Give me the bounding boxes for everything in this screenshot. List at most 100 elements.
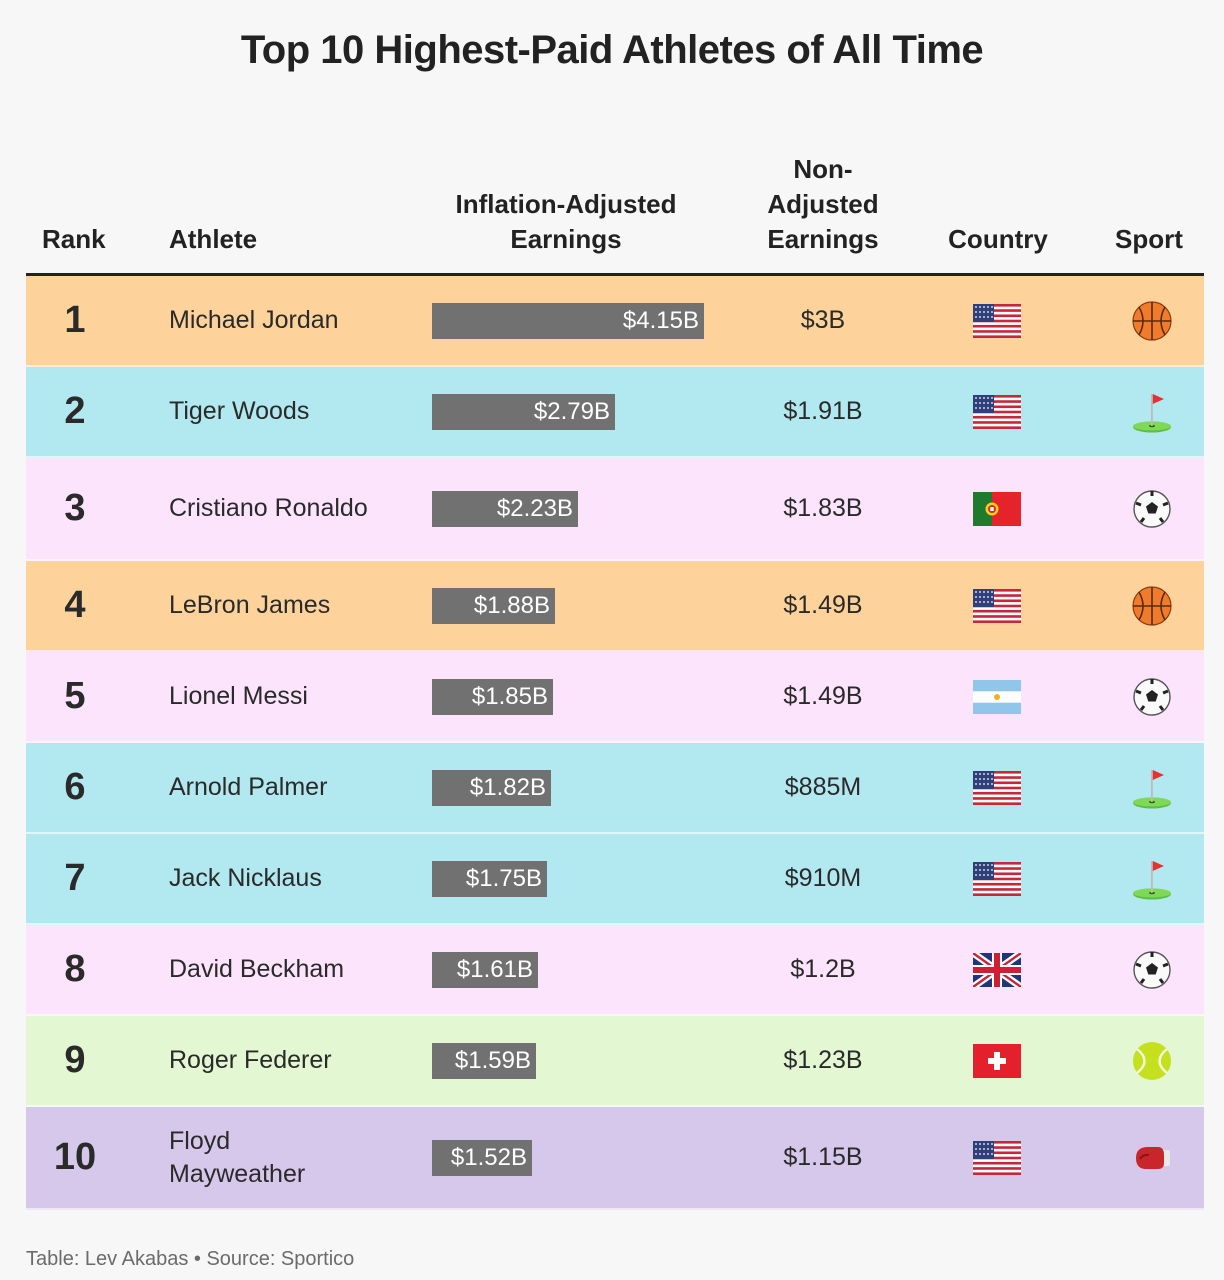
inflation-bar: $1.61B [432,951,538,988]
inflation-bar-cell: $1.52B [432,1107,708,1208]
header-sport: Sport [1115,224,1183,254]
non-adjusted-earnings: $885M [784,773,862,801]
athlete-name: Roger Federer [169,1046,332,1074]
rank-cell: 9 [64,1039,86,1081]
inflation-bar: $1.52B [432,1139,532,1176]
athlete-name: Michael Jordan [169,306,339,334]
non-adjusted-earnings: $1.49B [783,682,863,710]
rank-cell: 4 [64,584,86,626]
athlete-name: Arnold Palmer [169,773,328,801]
boxing-glove-icon [1130,1136,1174,1180]
table-row: 6 Arnold Palmer $1.82B $885M [26,743,1204,834]
us-flag-icon [973,588,1021,623]
inflation-bar-label: $4.15B [622,306,699,334]
inflation-bar-label: $1.82B [469,773,546,801]
inflation-bar: $1.82B [432,769,551,806]
golf-flag-icon [1130,766,1174,810]
basketball-icon [1130,299,1174,343]
header-nonadj-line2: Adjusted [767,189,879,219]
inflation-bar: $1.75B [432,860,547,897]
inflation-bar-cell: $1.61B [432,925,708,1014]
inflation-bar-cell: $4.15B [432,276,708,365]
inflation-bar: $1.88B [432,587,555,624]
inflation-bar-label: $2.79B [533,397,610,425]
athlete-name: Tiger Woods [169,397,310,425]
argentina-flag-icon [973,679,1021,714]
inflation-bar-cell: $1.59B [432,1016,708,1105]
us-flag-icon [973,770,1021,805]
header-inflation-line1: Inflation-Adjusted [455,189,677,219]
header-country: Country [948,224,1048,254]
inflation-bar: $1.85B [432,678,553,715]
header-nonadj-line3: Earnings [767,224,879,254]
inflation-bar-cell: $2.23B [432,458,708,559]
athlete-name: Cristiano Ronaldo [169,494,368,522]
rank-cell: 2 [64,390,86,432]
non-adjusted-earnings: $1.23B [783,1046,863,1074]
us-flag-icon [973,394,1021,429]
inflation-bar-label: $1.61B [456,955,533,983]
switzerland-flag-icon [973,1043,1021,1078]
non-adjusted-earnings: $3B [800,306,846,334]
inflation-bar-label: $1.52B [450,1143,527,1171]
tennis-ball-icon [1130,1039,1174,1083]
table-row: 5 Lionel Messi $1.85B $1.49B [26,652,1204,743]
non-adjusted-earnings: $1.15B [783,1143,863,1171]
portugal-flag-icon [973,491,1021,526]
table-row: 2 Tiger Woods $2.79B $1.91B [26,367,1204,458]
table-row: 1 Michael Jordan $4.15B $3B [26,276,1204,367]
rank-cell: 8 [64,948,86,990]
athlete-name: Lionel Messi [169,682,308,710]
inflation-bar-label: $1.88B [473,591,550,619]
header-inflation-adjusted: Inflation-Adjusted Earnings [426,187,706,257]
inflation-bar-label: $1.59B [454,1046,531,1074]
us-flag-icon [973,861,1021,896]
table-row: 8 David Beckham $1.61B $1.2B [26,925,1204,1016]
non-adjusted-earnings: $1.91B [783,397,863,425]
golf-flag-icon [1130,390,1174,434]
athlete-name: Jack Nicklaus [169,864,322,892]
inflation-bar-cell: $1.75B [432,834,708,923]
rank-cell: 5 [64,675,86,717]
athlete-name: Floyd Mayweather [169,1126,306,1188]
inflation-bar-cell: $1.82B [432,743,708,832]
table-row: 10 Floyd Mayweather $1.52B $1.15B [26,1107,1204,1210]
source-footer: Table: Lev Akabas • Source: Sportico [26,1248,355,1270]
inflation-bar: $2.23B [432,490,578,527]
golf-flag-icon [1130,857,1174,901]
inflation-bar-label: $1.85B [471,682,548,710]
athlete-name: David Beckham [169,955,345,983]
table-row: 4 LeBron James $1.88B $1.49B [26,561,1204,652]
soccer-ball-icon [1130,487,1174,531]
uk-flag-icon [973,952,1021,987]
header-athlete: Athlete [169,224,258,254]
us-flag-icon [973,303,1021,338]
table-row: 7 Jack Nicklaus $1.75B $910M [26,834,1204,925]
table-row: 3 Cristiano Ronaldo $2.23B $1.83B [26,458,1204,561]
athletes-table: Rank Athlete Inflation-Adjusted Earnings… [26,150,1204,1210]
inflation-bar-label: $2.23B [496,494,573,522]
header-rank: Rank [42,224,106,254]
table-body: 1 Michael Jordan $4.15B $3B 2 Tiger Woods $2.7… [26,276,1204,1210]
header-inflation-line2: Earnings [510,224,622,254]
athlete-name: LeBron James [169,591,331,619]
header-nonadj-line1: Non- [793,154,853,184]
rank-cell: 10 [53,1136,97,1178]
rank-cell: 7 [64,857,86,899]
inflation-bar-cell: $2.79B [432,367,708,456]
inflation-bar: $2.79B [432,393,615,430]
inflation-bar: $1.59B [432,1042,536,1079]
soccer-ball-icon [1130,948,1174,992]
table-header: Rank Athlete Inflation-Adjusted Earnings… [26,150,1204,276]
soccer-ball-icon [1130,675,1174,719]
table-row: 9 Roger Federer $1.59B $1.23B [26,1016,1204,1107]
non-adjusted-earnings: $1.83B [783,494,863,522]
inflation-bar-label: $1.75B [465,864,542,892]
inflation-bar-cell: $1.85B [432,652,708,741]
rank-cell: 1 [64,299,86,341]
us-flag-icon [973,1140,1021,1175]
inflation-bar: $4.15B [432,302,704,339]
non-adjusted-earnings: $910M [784,864,862,892]
non-adjusted-earnings: $1.49B [783,591,863,619]
rank-cell: 6 [64,766,86,808]
